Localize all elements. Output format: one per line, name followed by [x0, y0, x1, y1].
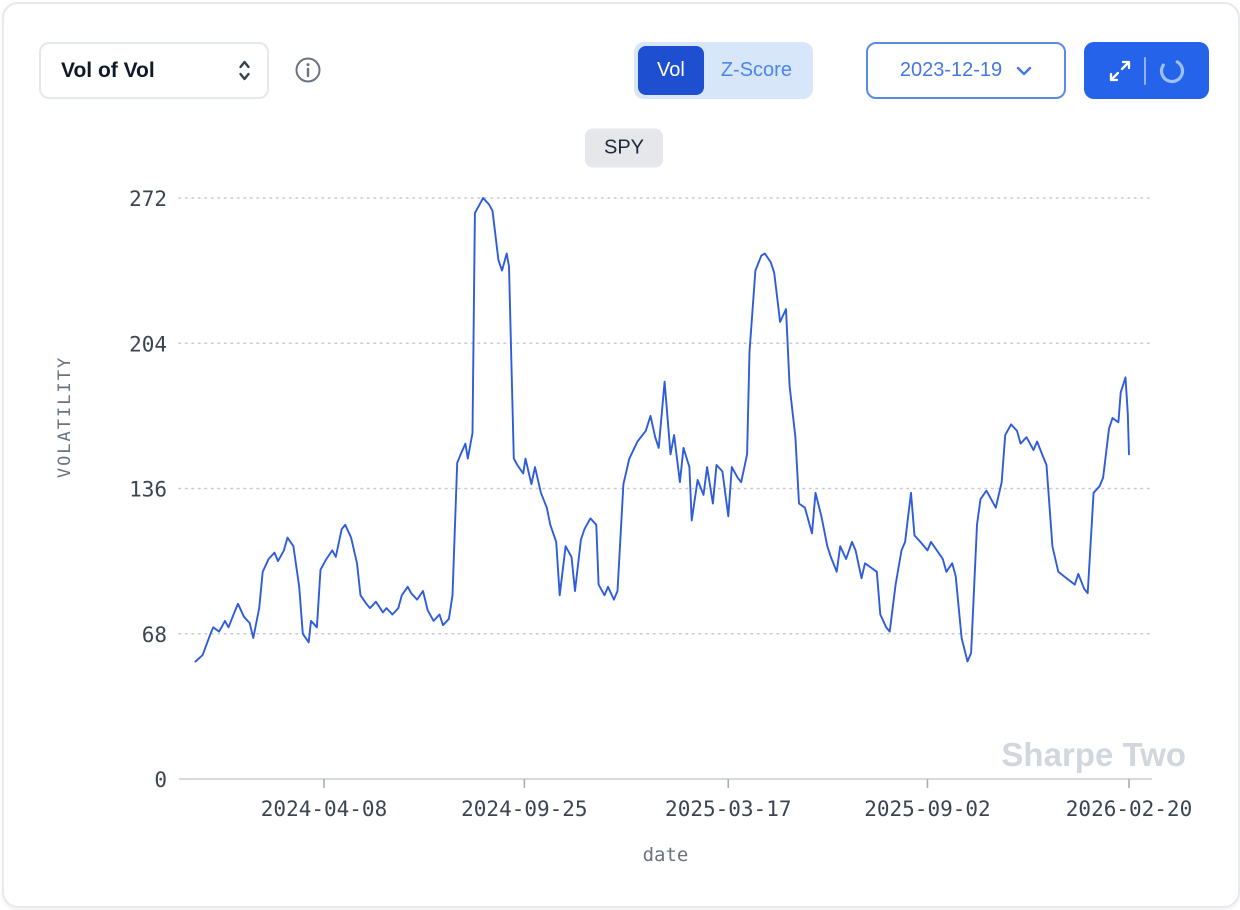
- metric-select-value: Vol of Vol: [61, 58, 155, 82]
- y-tick-label: 272: [129, 187, 167, 211]
- expand-button[interactable]: [1108, 59, 1132, 83]
- spinner-icon: [1158, 57, 1186, 85]
- date-select[interactable]: 2023-12-19: [866, 42, 1066, 99]
- y-tick-label: 136: [129, 478, 167, 502]
- x-tick-label: 2024-09-25: [461, 797, 587, 821]
- metric-select[interactable]: Vol of Vol: [39, 42, 269, 99]
- y-axis-title: VOLATILITY: [55, 356, 75, 478]
- x-tick-label: 2025-09-02: [864, 797, 990, 821]
- x-tick-label: 2026-02-20: [1066, 797, 1192, 821]
- y-tick-label: 0: [154, 768, 167, 792]
- x-tick-label: 2024-04-08: [261, 797, 387, 821]
- date-select-value: 2023-12-19: [899, 59, 1003, 81]
- toggle-zscore-button[interactable]: Z-Score: [704, 46, 809, 95]
- chart-canvas[interactable]: 0 68 136 204 272 2024-04-08 2024-09-25 2025-03-…: [4, 4, 1240, 908]
- volatility-line-series[interactable]: [194, 197, 1130, 663]
- y-tick-label: 68: [142, 623, 167, 647]
- watermark: Sharpe Two: [1001, 736, 1186, 773]
- x-axis-title: date: [643, 844, 689, 866]
- expand-icon: [1108, 59, 1132, 83]
- info-icon[interactable]: [294, 56, 322, 84]
- action-button-group: [1084, 42, 1209, 99]
- chevron-down-icon: [1016, 66, 1032, 76]
- chevron-up-down-icon: [236, 57, 253, 84]
- x-tick-label: 2025-03-17: [665, 797, 791, 821]
- refresh-button[interactable]: [1158, 57, 1186, 85]
- mode-toggle-group: Vol Z-Score: [634, 42, 813, 99]
- y-tick-label: 204: [129, 332, 167, 356]
- divider: [1143, 56, 1146, 85]
- toggle-vol-button[interactable]: Vol: [638, 46, 704, 95]
- chart-title-badge: SPY: [584, 128, 664, 168]
